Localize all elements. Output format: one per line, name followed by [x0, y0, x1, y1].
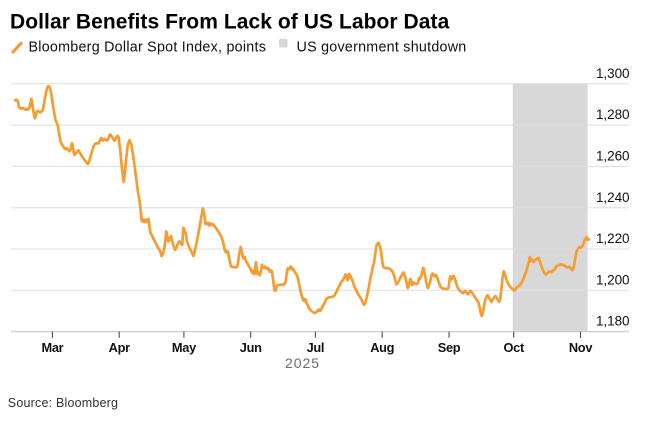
svg-text:Apr: Apr — [109, 340, 130, 355]
svg-text:US government shutdown: US government shutdown — [297, 40, 467, 56]
svg-text:May: May — [172, 340, 197, 355]
svg-text:1,180: 1,180 — [596, 314, 630, 329]
svg-text:1,280: 1,280 — [596, 107, 630, 122]
svg-text:Aug: Aug — [370, 340, 394, 355]
svg-text:Source: Bloomberg: Source: Bloomberg — [8, 396, 118, 410]
svg-text:Sep: Sep — [438, 340, 461, 355]
svg-text:1,300: 1,300 — [596, 66, 630, 81]
svg-text:1,200: 1,200 — [596, 272, 630, 287]
svg-text:Oct: Oct — [503, 340, 524, 355]
svg-text:Mar: Mar — [41, 340, 63, 355]
svg-text:Nov: Nov — [569, 340, 593, 355]
svg-text:1,260: 1,260 — [596, 149, 630, 164]
svg-text:1,240: 1,240 — [596, 190, 630, 205]
svg-text:Jun: Jun — [240, 340, 262, 355]
svg-text:Dollar Benefits From Lack of U: Dollar Benefits From Lack of US Labor Da… — [10, 10, 450, 33]
svg-text:Jul: Jul — [307, 340, 325, 355]
svg-text:2025: 2025 — [285, 355, 320, 371]
svg-text:1,220: 1,220 — [596, 231, 630, 246]
svg-text:Bloomberg Dollar Spot Index, p: Bloomberg Dollar Spot Index, points — [29, 40, 267, 56]
